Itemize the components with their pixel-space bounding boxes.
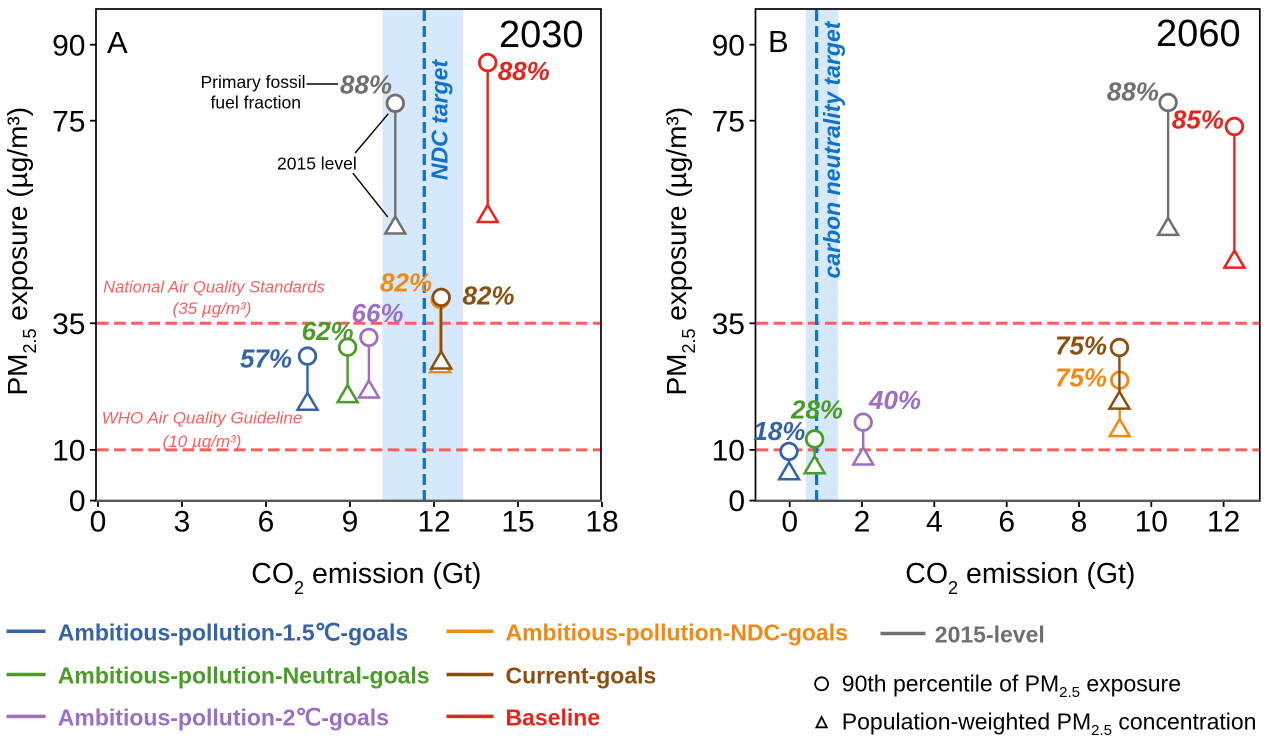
- svg-text:15: 15: [501, 506, 534, 539]
- svg-text:90: 90: [52, 29, 85, 62]
- svg-text:NDC target: NDC target: [427, 59, 453, 180]
- svg-text:10: 10: [712, 435, 745, 468]
- svg-text:6: 6: [998, 506, 1015, 539]
- svg-text:(10 µg/m³): (10 µg/m³): [163, 432, 242, 451]
- svg-text:0: 0: [90, 506, 107, 539]
- svg-text:12: 12: [417, 506, 450, 539]
- svg-text:2030: 2030: [499, 14, 584, 56]
- svg-text:75%: 75%: [1055, 363, 1107, 393]
- svg-text:0: 0: [69, 485, 86, 518]
- svg-text:88%: 88%: [498, 56, 550, 86]
- svg-text:Primary fossil: Primary fossil: [200, 72, 305, 92]
- svg-text:35: 35: [52, 308, 85, 341]
- svg-text:A: A: [107, 25, 128, 60]
- svg-text:carbon neutrality target: carbon neutrality target: [819, 20, 845, 278]
- svg-text:88%: 88%: [1107, 77, 1159, 107]
- svg-text:90th percentile of PM2.5 expos: 90th percentile of PM2.5 exposure: [842, 670, 1181, 701]
- svg-text:40%: 40%: [868, 385, 921, 415]
- svg-text:National Air Quality Standards: National Air Quality Standards: [103, 278, 325, 297]
- svg-text:35: 35: [712, 308, 745, 341]
- svg-text:2015 level: 2015 level: [277, 154, 357, 174]
- svg-text:Baseline: Baseline: [506, 704, 601, 730]
- svg-text:0: 0: [728, 485, 745, 518]
- svg-text:Current-goals: Current-goals: [506, 663, 657, 689]
- svg-text:2015-level: 2015-level: [935, 622, 1045, 648]
- svg-text:75: 75: [52, 105, 85, 138]
- svg-text:18%: 18%: [753, 416, 805, 446]
- svg-text:Population-weighted PM2.5 conc: Population-weighted PM2.5 concentration: [842, 708, 1257, 739]
- svg-text:B: B: [768, 24, 789, 59]
- svg-text:57%: 57%: [240, 343, 292, 373]
- svg-text:18: 18: [585, 506, 618, 539]
- svg-text:9: 9: [342, 506, 359, 539]
- svg-text:(35 µg/m³): (35 µg/m³): [173, 299, 252, 318]
- svg-text:75%: 75%: [1055, 331, 1107, 361]
- svg-text:2060: 2060: [1156, 13, 1241, 55]
- svg-text:66%: 66%: [352, 298, 404, 328]
- svg-text:28%: 28%: [790, 395, 843, 425]
- svg-text:8: 8: [1071, 506, 1088, 539]
- svg-text:Ambitious-pollution-Neutral-go: Ambitious-pollution-Neutral-goals: [58, 663, 430, 689]
- svg-text:12: 12: [1207, 506, 1240, 539]
- svg-text:82%: 82%: [463, 281, 515, 311]
- svg-text:WHO Air Quality Guideline: WHO Air Quality Guideline: [102, 409, 303, 428]
- svg-text:3: 3: [174, 506, 191, 539]
- svg-text:82%: 82%: [380, 268, 432, 298]
- svg-text:75: 75: [712, 105, 745, 138]
- svg-text:Ambitious-pollution-NDC-goals: Ambitious-pollution-NDC-goals: [506, 619, 848, 645]
- svg-text:4: 4: [926, 506, 943, 539]
- svg-text:Ambitious-pollution-2℃-goals: Ambitious-pollution-2℃-goals: [58, 704, 389, 730]
- svg-text:0: 0: [781, 506, 798, 539]
- svg-text:62%: 62%: [302, 316, 354, 346]
- svg-text:2: 2: [854, 506, 871, 539]
- svg-text:6: 6: [258, 506, 275, 539]
- svg-text:10: 10: [1135, 506, 1168, 539]
- svg-text:85%: 85%: [1172, 105, 1224, 135]
- svg-text:88%: 88%: [340, 70, 392, 100]
- svg-text:fuel fraction: fuel fraction: [211, 93, 301, 113]
- svg-text:90: 90: [712, 29, 745, 62]
- svg-text:10: 10: [52, 435, 85, 468]
- svg-text:Ambitious-pollution-1.5℃-goals: Ambitious-pollution-1.5℃-goals: [58, 619, 408, 645]
